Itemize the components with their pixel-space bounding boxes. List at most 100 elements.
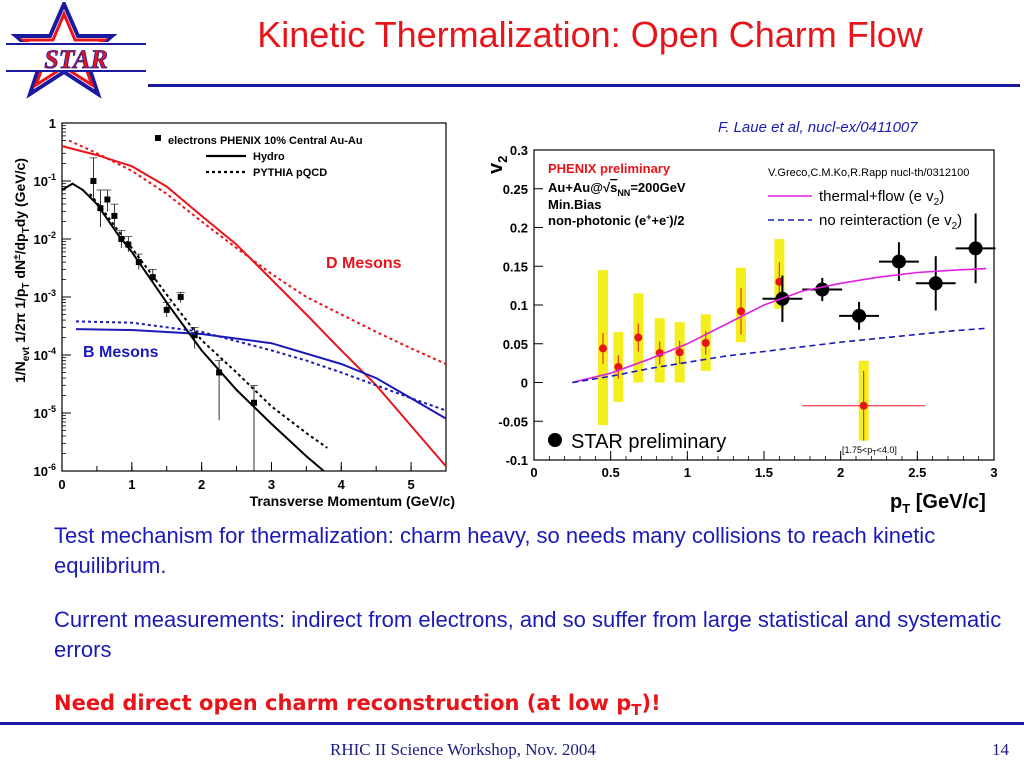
spectra-x-tick-label: 5 — [407, 477, 414, 492]
spectra-electron-point — [177, 294, 184, 300]
minbias-label: Min.Bias — [548, 197, 601, 212]
v2-y-label-sub: 2 — [495, 156, 510, 163]
spectra-y-tick-base: 1 — [49, 116, 56, 131]
spectra-chart: 0 1 2 3 4 510-610-510-410-310-210-11 electron… — [10, 108, 455, 510]
spectra-electron-point — [90, 178, 97, 184]
spectra-x-tick-label: 2 — [198, 477, 205, 492]
header-rule — [148, 84, 1020, 87]
spectra-y-tick-label: 1 — [49, 116, 56, 131]
spectra-y-label-sub: T — [21, 282, 32, 288]
legend-noreint-end: ) — [957, 212, 962, 229]
conclusion-sub: T — [631, 701, 642, 720]
phenix-point — [675, 348, 684, 357]
spectra-legend-hydro: Hydro — [253, 151, 285, 163]
spectra-electron-point — [163, 306, 170, 313]
d-mesons-label: D Mesons — [326, 255, 402, 272]
phenix-point — [775, 277, 784, 286]
nonphotonic-label: non-photonic (e++e-)/2 — [548, 212, 684, 228]
star-logo-text: STAR — [44, 45, 108, 74]
v2-curve-no-reinteraction — [572, 327, 987, 384]
spectra-y-label-part: dN — [12, 260, 28, 283]
v2-y-tick-label: 0.25 — [503, 182, 528, 197]
legend-thermal-label: thermal+flow (e v2) — [819, 188, 944, 208]
v2-chart: 0 0.5 1 1.5 2 2.5 3 -0.1 -0.05 0 0.05 0.1 0.15 0.2 0.2… — [482, 138, 1000, 515]
v2-y-tick-label: 0.1 — [510, 298, 528, 313]
spectra-y-tick-base: 10 — [34, 232, 48, 247]
spectra-y-tick-exponent: -6 — [48, 462, 56, 472]
spectra-y-label-part: 1/N — [12, 361, 28, 383]
star-point — [968, 241, 983, 256]
legend-noreint-main: no reinteraction (e v — [819, 212, 952, 229]
spectra-electron-point — [216, 369, 223, 376]
spectra-y-tick-exponent: -2 — [48, 230, 56, 240]
spectra-curve-electron-hydro — [61, 182, 325, 472]
auau-label-end: =200GeV — [630, 180, 686, 195]
v2-y-label-main: v — [485, 162, 507, 174]
body-paragraph-measurements: Current measurements: indirect from elec… — [54, 607, 1002, 662]
legend-noreint-sub: 2 — [952, 221, 958, 232]
greco-label: V.Greco,C.M.Ko,R.Rapp nucl-th/0312100 — [768, 167, 969, 179]
spectra-y-axis-label: 1/Nevt 1/2π 1/pT dN±/dpTdy (GeV/c) — [12, 158, 32, 383]
pt-range-main: [1.75<p — [842, 445, 872, 455]
spectra-y-tick-exponent: -5 — [48, 404, 56, 414]
star-logo-bar — [6, 42, 146, 72]
spectra-legend-electrons: electrons PHENIX 10% Central Au-Au — [168, 135, 363, 147]
spectra-curve-B-hydro — [75, 328, 447, 420]
pt-range-end: <4.0] — [877, 445, 897, 455]
conclusion-main: Need direct open charm reconstruction (a… — [54, 691, 632, 715]
footer-text: RHIC II Science Workshop, Nov. 2004 — [330, 740, 596, 759]
phenix-point — [737, 307, 745, 316]
svg-text:v2: v2 — [485, 156, 510, 174]
auau-label-main: Au+Au@ — [548, 180, 603, 195]
spectra-x-axis-label: Transverse Momentum (GeV/c) — [250, 493, 455, 509]
spectra-x-tick-label: 0 — [58, 477, 65, 492]
spectra-y-tick-label: 10-4 — [34, 346, 56, 363]
spectra-y-label-sub: T — [21, 227, 32, 233]
phenix-point — [599, 344, 607, 353]
auau-label-s: s — [610, 180, 617, 195]
v2-x-tick-label: 0.5 — [602, 465, 620, 480]
v2-y-tick-label: 0.15 — [503, 259, 528, 274]
v2-y-tick-label: -0.1 — [506, 453, 528, 468]
spectra-electron-point — [191, 332, 198, 339]
spectra-x-tick-label: 4 — [338, 477, 346, 492]
pt-range-label: [1.75<pT<4.0] — [842, 445, 897, 457]
spectra-y-tick-label: 10-1 — [34, 172, 56, 189]
b-mesons-label: B Mesons — [83, 344, 159, 361]
v2-x-axis-label: pT [GeV/c] — [890, 491, 986, 515]
page-number: 14 — [992, 740, 1009, 759]
spectra-y-tick-exponent: -4 — [48, 346, 56, 356]
spectra-y-label-part: dy (GeV/c) — [12, 158, 28, 227]
pt-range-sub: T — [872, 450, 877, 457]
legend-thermal-main: thermal+flow (e v — [819, 188, 934, 205]
spectra-y-tick-exponent: -3 — [48, 288, 56, 298]
v2-x-label-end: [GeV/c] — [910, 491, 986, 513]
phenix-point — [859, 401, 868, 410]
auau-label-sqrt-sign: √ — [603, 180, 611, 195]
spectra-electron-point — [251, 399, 257, 406]
v2-x-tick-label: 2 — [837, 465, 844, 480]
nonphotonic-sup2: - — [666, 212, 669, 222]
phenix-point — [634, 333, 643, 342]
spectra-y-tick-label: 10-5 — [34, 404, 56, 421]
v2-x-tick-label: 1 — [684, 465, 691, 480]
v2-curve-thermal-flow — [572, 267, 987, 384]
body-paragraph-mechanism: Test mechanism for thermalization: charm… — [54, 523, 936, 578]
spectra-y-tick-base: 10 — [34, 464, 48, 479]
v2-x-tick-label: 3 — [990, 465, 997, 480]
star-logo: STAR — [6, 2, 146, 99]
spectra-electron-point — [104, 196, 111, 203]
v2-x-label-main: p — [890, 491, 902, 513]
spectra-legend-pythia: PYTHIA pQCD — [253, 167, 327, 179]
spectra-curve-B-pythia — [75, 320, 447, 412]
auau-label: Au+Au@√sNN=200GeV — [548, 180, 686, 198]
spectra-y-tick-exponent: -1 — [48, 172, 56, 182]
spectra-electron-point — [111, 212, 118, 219]
star-point — [928, 276, 943, 291]
conclusion-end: )! — [641, 691, 661, 715]
nonphotonic-end: )/2 — [669, 213, 684, 228]
spectra-y-tick-label: 10-2 — [34, 230, 56, 247]
star-legend-marker — [548, 433, 562, 447]
spectra-y-label-sup: ± — [12, 254, 23, 260]
spectra-y-label-part: /dp — [12, 233, 28, 254]
